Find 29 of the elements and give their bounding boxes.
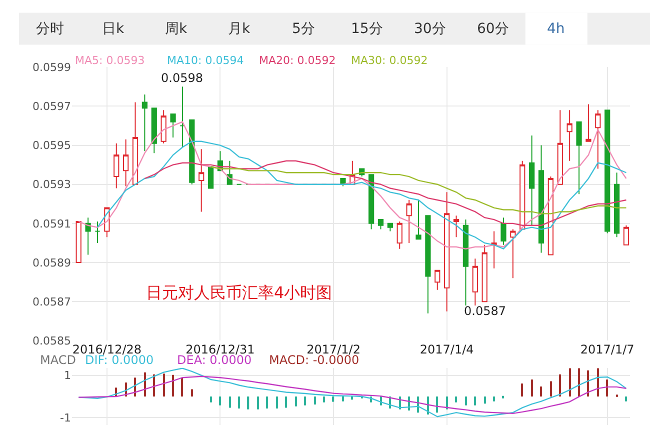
annotation: 日元对人民币汇率4小时图 (146, 283, 332, 302)
x-tick-label: 2017/1/4 (420, 342, 474, 357)
text: MA30: 0.0592 (351, 54, 428, 67)
text: 60分 (477, 21, 509, 37)
y-tick-label: 0.0591 (32, 217, 71, 230)
text: 4h (547, 21, 565, 37)
text: 30分 (414, 21, 446, 37)
text: 日k (102, 21, 125, 37)
text: 月k (228, 21, 251, 37)
annotation: 0.0587 (464, 304, 506, 318)
text: MA10: 0.0594 (167, 54, 244, 67)
text: MA20: 0.0592 (259, 54, 336, 67)
y-tick-label: 0.0589 (32, 256, 71, 270)
chart-title: MACD (40, 353, 76, 367)
y-tick-label: 0.0599 (32, 60, 71, 74)
y-tick-label: -1 (60, 412, 71, 425)
x-tick-label: 2017/1/7 (580, 342, 634, 357)
y-tick-label: 0.0593 (32, 178, 71, 192)
text: 5分 (292, 21, 315, 37)
text: 分时 (36, 21, 64, 37)
text: 周k (165, 21, 188, 37)
y-tick-label: 0.0585 (32, 334, 71, 348)
y-tick-label: 1 (64, 369, 71, 382)
y-tick-label: 0.0587 (32, 295, 71, 308)
y-tick-label: 0.0597 (32, 100, 71, 114)
y-tick-label: 0.0595 (32, 139, 71, 152)
annotation: 0.0598 (161, 71, 203, 85)
text: 15分 (351, 21, 383, 37)
text: MA5: 0.0593 (75, 54, 145, 67)
